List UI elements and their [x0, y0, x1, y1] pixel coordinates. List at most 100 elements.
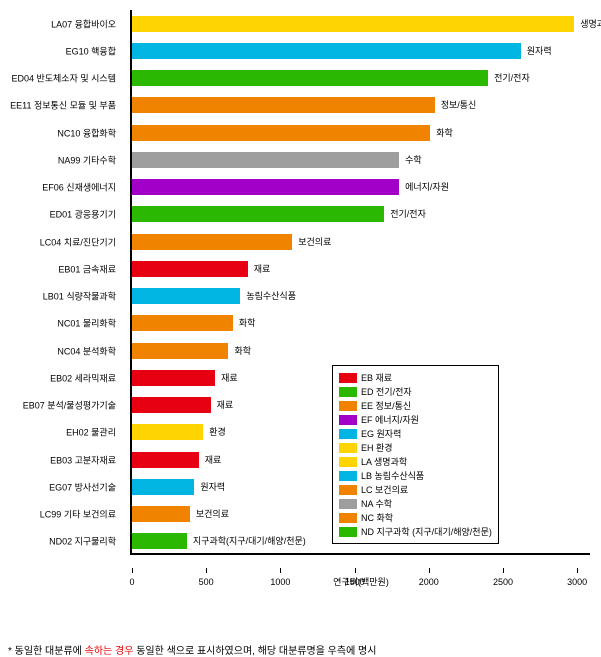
bar-end-label: 재료 [211, 397, 234, 413]
y-axis-label: EH02 물관리 [0, 426, 120, 439]
y-axis-label: EG10 핵융합 [0, 44, 120, 57]
legend-item: EB 재료 [339, 371, 492, 384]
bar-end-label: 에너지/자원 [399, 179, 449, 195]
bar [132, 125, 430, 141]
legend-label: ED 전기/전자 [361, 385, 412, 398]
legend-swatch [339, 485, 357, 495]
legend-item: LB 농림수산식품 [339, 469, 492, 482]
y-axis-label: ED01 광응용기기 [0, 208, 120, 221]
legend-item: EE 정보/통신 [339, 399, 492, 412]
bar-end-label: 농림수산식품 [240, 288, 296, 304]
bar-row: 생명과학 [132, 14, 590, 34]
bar [132, 16, 574, 32]
y-axis-label: LC04 치료/진단기기 [0, 235, 120, 248]
legend-swatch [339, 513, 357, 523]
legend-swatch [339, 457, 357, 467]
y-axis-label: EG07 방사선기술 [0, 480, 120, 493]
legend-item: EF 에너지/자원 [339, 413, 492, 426]
bar [132, 288, 240, 304]
bar-row: 재료 [132, 259, 590, 279]
bar-end-label: 생명과학 [574, 16, 601, 32]
bar [132, 315, 233, 331]
legend-label: EH 환경 [361, 441, 393, 454]
x-tick-label: 1000 [270, 577, 290, 587]
bar-row: 화학 [132, 123, 590, 143]
y-axis-label: EB07 분석/물성평가기술 [0, 399, 120, 412]
legend-item: NA 수학 [339, 497, 492, 510]
bar [132, 506, 190, 522]
legend-label: ND 지구과학 (지구/대기/해양/천문) [361, 525, 492, 538]
bar [132, 452, 199, 468]
footnote-prefix: * 동일한 대분류에 [8, 646, 85, 657]
bar [132, 43, 521, 59]
bar [132, 343, 228, 359]
y-axis-label: EB03 고분자재료 [0, 453, 120, 466]
y-axis-label: NC10 융합화학 [0, 126, 120, 139]
bar-end-label: 재료 [199, 452, 222, 468]
bar [132, 179, 399, 195]
x-tick-label: 2500 [493, 577, 513, 587]
x-tick-mark [503, 568, 504, 573]
y-axis-label: NC01 물리화학 [0, 317, 120, 330]
legend-label: EG 원자력 [361, 427, 401, 440]
bar [132, 70, 488, 86]
bar-end-label: 재료 [248, 261, 271, 277]
bar-row: 수학 [132, 150, 590, 170]
legend-label: EE 정보/통신 [361, 399, 411, 412]
legend-label: LC 보건의료 [361, 483, 408, 496]
bar [132, 152, 399, 168]
x-tick-mark [132, 568, 133, 573]
bar-row: 화학 [132, 313, 590, 333]
bar-end-label: 보건의료 [190, 506, 229, 522]
legend-item: EG 원자력 [339, 427, 492, 440]
bar-end-label: 원자력 [521, 43, 552, 59]
legend-swatch [339, 415, 357, 425]
footnote-suffix: 동일한 색으로 표시하였으며, 해당 대분류명을 우측에 명시 [133, 646, 376, 657]
x-tick-mark [429, 568, 430, 573]
y-axis-label: LB01 식량작물과학 [0, 290, 120, 303]
y-axis-label: ED04 반도체소자 및 시스템 [0, 72, 120, 85]
y-axis-label: EB02 세라믹재료 [0, 371, 120, 384]
bar-row: 에너지/자원 [132, 177, 590, 197]
y-axis-label: EF06 신재생에너지 [0, 181, 120, 194]
y-axis-label: LC99 기타 보건의료 [0, 508, 120, 521]
bar-end-label: 환경 [203, 424, 226, 440]
bar [132, 97, 435, 113]
bar-row: 농림수산식품 [132, 286, 590, 306]
legend-swatch [339, 443, 357, 453]
plot-area: 생명과학원자력전기/전자정보/통신화학수학에너지/자원전기/전자보건의료재료농림… [130, 10, 590, 555]
bar [132, 261, 248, 277]
bar [132, 424, 203, 440]
x-tick-label: 3000 [567, 577, 587, 587]
bar-end-label: 원자력 [194, 479, 225, 495]
x-tick-mark [355, 568, 356, 573]
y-axis-label: NC04 분석화학 [0, 344, 120, 357]
legend-item: EH 환경 [339, 441, 492, 454]
legend-item: ED 전기/전자 [339, 385, 492, 398]
legend-label: NA 수학 [361, 497, 392, 510]
legend-item: ND 지구과학 (지구/대기/해양/천문) [339, 525, 492, 538]
bar-row: 화학 [132, 341, 590, 361]
bar-end-label: 화학 [233, 315, 256, 331]
footnote-highlight: 속하는 경우 [85, 646, 134, 657]
x-tick-label: 2000 [419, 577, 439, 587]
legend-label: LA 생명과학 [361, 455, 407, 468]
bar-end-label: 화학 [430, 125, 453, 141]
x-tick-mark [206, 568, 207, 573]
legend-label: NC 화학 [361, 511, 393, 524]
bar-end-label: 화학 [228, 343, 251, 359]
bar-row: 전기/전자 [132, 204, 590, 224]
y-axis-label: LA07 융합바이오 [0, 17, 120, 30]
legend-item: LC 보건의료 [339, 483, 492, 496]
legend-swatch [339, 401, 357, 411]
legend-item: NC 화학 [339, 511, 492, 524]
legend-label: EB 재료 [361, 371, 392, 384]
bar-row: 전기/전자 [132, 68, 590, 88]
y-axis-labels: LA07 융합바이오EG10 핵융합ED04 반도체소자 및 시스템EE11 정… [0, 0, 120, 545]
bar [132, 370, 215, 386]
x-tick-mark [280, 568, 281, 573]
bar-end-label: 전기/전자 [384, 206, 426, 222]
legend-swatch [339, 429, 357, 439]
legend-swatch [339, 373, 357, 383]
bar-end-label: 전기/전자 [488, 70, 530, 86]
